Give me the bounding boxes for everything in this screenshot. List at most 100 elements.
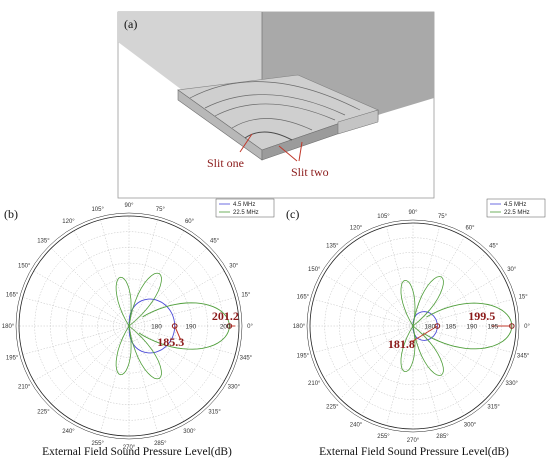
grid-spoke — [128, 325, 207, 404]
legend-entry-4-5mhz: 4.5 MHz — [504, 202, 526, 208]
angle-tick-label: 45° — [489, 243, 499, 249]
radial-tick-label: 185 — [445, 324, 456, 331]
angle-tick-label: 135° — [326, 243, 339, 249]
radial-tick-label: 190 — [185, 324, 196, 331]
angle-tick-label: 315° — [208, 410, 221, 416]
radial-tick-label: 180 — [151, 324, 162, 331]
annotation-marker — [171, 323, 178, 329]
grid-spoke — [412, 325, 513, 353]
grid-spoke — [128, 325, 236, 355]
panel-a: (a) Slit one Slit two — [117, 11, 435, 199]
ring-3 — [214, 103, 336, 121]
grid-spoke — [22, 325, 130, 355]
polar-marks — [400, 276, 515, 376]
angle-tick-label: 210° — [308, 381, 321, 387]
annotation-label: 185.3 — [157, 335, 184, 349]
step-block — [337, 109, 379, 135]
grid-spoke — [412, 325, 465, 416]
slit-two-arrow-1 — [278, 145, 298, 162]
grid-spoke — [313, 325, 414, 353]
angle-tick-label: 105° — [377, 214, 390, 220]
legend-entry-4-5mhz: 4.5 MHz — [233, 202, 255, 208]
grid-spoke — [340, 325, 414, 399]
grid-circle — [339, 252, 487, 400]
panel-c-label: (c) — [286, 207, 299, 221]
angle-tick-label: 345° — [517, 354, 530, 360]
angle-tick-label: 240° — [62, 429, 75, 435]
legend-entry-22-5mhz: 22.5 MHz — [233, 210, 259, 216]
slit-two-arrow-2 — [298, 141, 303, 162]
series-line-4-5mhz — [128, 298, 176, 354]
grid-spoke — [412, 274, 503, 327]
grid-spoke — [22, 297, 130, 327]
angle-tick-label: 285° — [154, 441, 167, 447]
angle-tick-label: 120° — [350, 225, 363, 231]
angle-tick-label: 0° — [247, 324, 253, 330]
angle-tick-label: 270° — [123, 445, 136, 451]
grid-spoke — [128, 325, 225, 382]
grid-spoke — [100, 325, 130, 433]
grid-spoke — [128, 297, 236, 327]
grid-spoke — [361, 236, 414, 327]
polar-grid — [15, 212, 243, 440]
legend-box — [215, 198, 275, 218]
grid-spoke — [73, 230, 130, 327]
grid-spoke — [51, 325, 130, 404]
angle-tick-label: 105° — [91, 207, 104, 213]
grid-spoke — [128, 270, 225, 327]
angle-tick-label: 75° — [438, 214, 448, 220]
grid-spoke — [128, 325, 158, 433]
angle-tick-label: 165° — [6, 293, 19, 299]
angle-tick-label: 150° — [308, 267, 321, 273]
grid-circle — [65, 262, 193, 390]
angle-tick-label: 180° — [2, 324, 15, 330]
annotation-arrow — [411, 325, 438, 343]
angle-tick-label: 15° — [519, 294, 529, 300]
x-axis-label-c: External Field Sound Pressure Level(dB) — [319, 446, 509, 458]
grid-spoke — [323, 325, 414, 378]
grid-spoke — [100, 219, 130, 327]
angle-tick-label: 60° — [185, 219, 195, 225]
angle-tick-label: 180° — [293, 324, 306, 330]
angle-tick-label: 195° — [297, 354, 310, 360]
series-sidelobe-22-5mhz — [128, 325, 162, 380]
grid-spoke — [412, 226, 440, 327]
series-sidelobe-22-5mhz — [412, 276, 444, 327]
angle-tick-label: 255° — [377, 434, 390, 440]
polar-frame-outer — [15, 212, 243, 440]
angle-tick-label: 75° — [156, 207, 166, 213]
grid-spoke — [412, 236, 465, 327]
angle-tick-label: 285° — [436, 434, 449, 440]
angle-tick-label: 0° — [524, 324, 530, 330]
angle-tick-label: 30° — [229, 264, 239, 270]
grid-spoke — [386, 325, 414, 426]
angle-tick-label: 225° — [326, 405, 339, 411]
angle-tick-label: 330° — [506, 381, 519, 387]
grid-spoke — [361, 325, 414, 416]
slit-one-arrow — [239, 133, 253, 153]
angle-tick-label: 270° — [407, 438, 420, 444]
legend: 4.5 MHz 22.5 MHz — [215, 198, 275, 218]
angle-tick-label: 45° — [210, 238, 220, 244]
grid-spoke — [323, 274, 414, 327]
angle-tick-label: 300° — [183, 429, 196, 435]
grid-spoke — [313, 299, 414, 327]
grid-spoke — [412, 299, 513, 327]
annotation-label: 199.5 — [468, 309, 495, 323]
polar-labels: 0° 15° 30° 45° 60° 75° 90° 105° 120° 135° 150° 165°… — [293, 210, 531, 444]
angle-tick-label: 150° — [18, 264, 31, 270]
slit-two-label: Slit two — [291, 165, 329, 179]
polar-frame-outer — [306, 219, 520, 433]
grid-spoke — [412, 325, 503, 378]
grid-circle — [383, 296, 443, 356]
angle-tick-label: 90° — [124, 203, 134, 209]
grid-circle — [81, 278, 177, 374]
grid-circle — [368, 281, 458, 371]
grid-circle — [398, 311, 428, 341]
ring-4 — [231, 118, 313, 131]
angle-tick-label: 30° — [507, 267, 517, 273]
series-sidelobe-22-5mhz — [115, 325, 132, 376]
annotation-label: 181.8 — [388, 337, 415, 351]
angle-tick-label: 345° — [240, 355, 253, 361]
grid-spoke — [128, 248, 207, 327]
